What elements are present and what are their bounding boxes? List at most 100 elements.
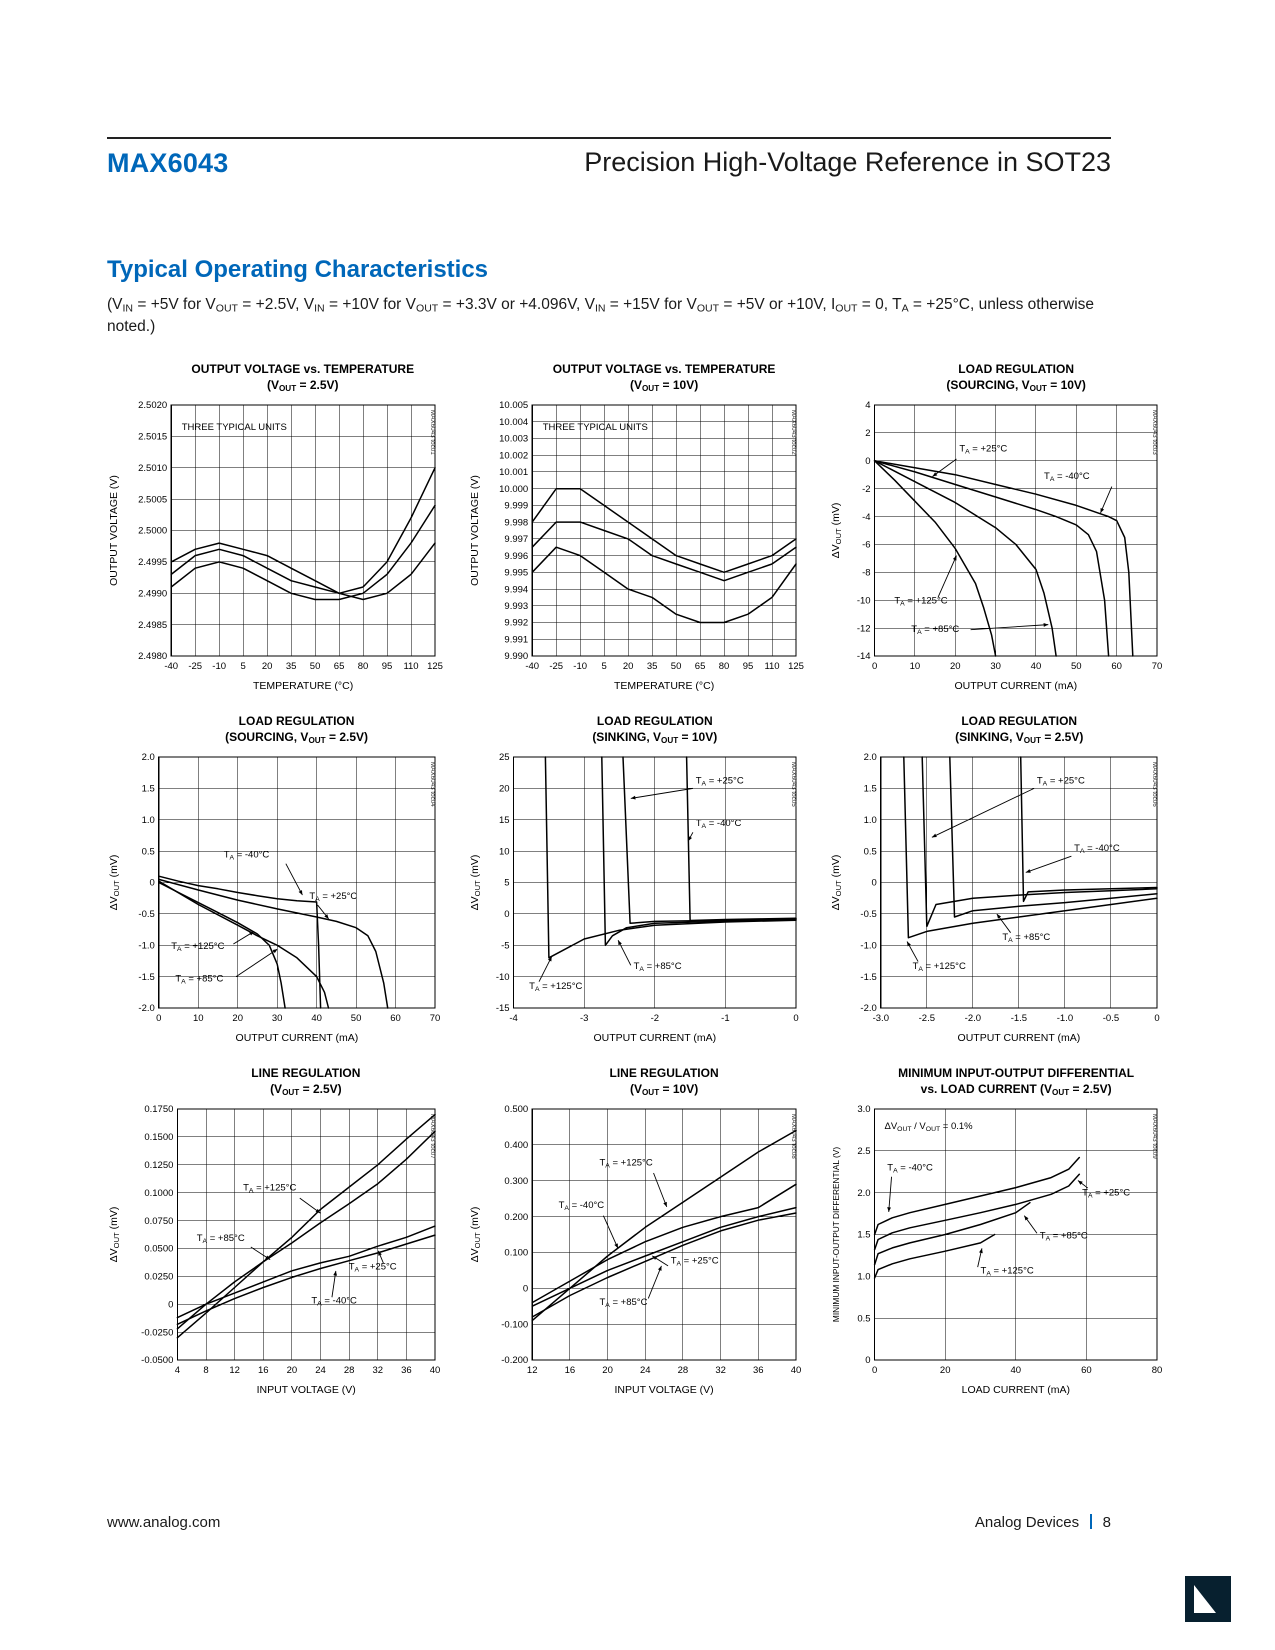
adi-logo xyxy=(1185,1576,1231,1622)
svg-text:0.300: 0.300 xyxy=(504,1176,528,1187)
svg-text:OUTPUT VOLTAGE (V): OUTPUT VOLTAGE (V) xyxy=(108,475,120,586)
svg-text:40: 40 xyxy=(311,1013,322,1024)
chart-plot: -40 -25 -10 5 20 35 50 65 80 95 110 125 9.990 9.991 9.… xyxy=(469,400,804,692)
svg-text:-2.0: -2.0 xyxy=(965,1013,981,1024)
annotation: TA = +85°C xyxy=(1003,932,1051,944)
svg-text:40: 40 xyxy=(791,1365,802,1376)
chart-toc02: OUTPUT VOLTAGE vs. TEMPERATURE (VOUT = 10… xyxy=(467,362,809,702)
annotation: TA = -40°C xyxy=(223,849,269,861)
svg-text:-14: -14 xyxy=(857,651,871,662)
svg-text:5: 5 xyxy=(240,661,245,672)
svg-text:125: 125 xyxy=(427,661,443,672)
chart-titles: LOAD REGULATION (SOURCING, VOUT = 2.5V) xyxy=(106,714,448,746)
chart-toc08: LINE REGULATION (VOUT = 10V) 12 16 20 24 28 32 3… xyxy=(467,1066,809,1406)
svg-text:ΔVOUT (mV): ΔVOUT (mV) xyxy=(830,855,843,911)
svg-text:20: 20 xyxy=(286,1365,297,1376)
annotation: TA = +25°C xyxy=(348,1262,396,1274)
svg-text:-10: -10 xyxy=(496,972,510,983)
svg-text:OUTPUT CURRENT (mA): OUTPUT CURRENT (mA) xyxy=(958,1032,1081,1044)
svg-text:0.0750: 0.0750 xyxy=(144,1216,173,1227)
svg-text:-8: -8 xyxy=(862,568,870,579)
series-+85C xyxy=(874,1201,1031,1266)
svg-text:10.001: 10.001 xyxy=(499,467,528,478)
svg-text:10.002: 10.002 xyxy=(499,450,528,461)
svg-text:-4: -4 xyxy=(509,1013,517,1024)
svg-text:OUTPUT CURRENT (mA): OUTPUT CURRENT (mA) xyxy=(593,1032,716,1044)
chart-subtitle: (SOURCING, VOUT = 10V) xyxy=(946,377,1086,393)
svg-text:12: 12 xyxy=(229,1365,240,1376)
svg-text:32: 32 xyxy=(372,1365,383,1376)
svg-text:36: 36 xyxy=(753,1365,764,1376)
svg-text:4: 4 xyxy=(866,400,871,411)
annotation: TA = -40°C xyxy=(696,818,742,830)
svg-text:0: 0 xyxy=(149,878,154,889)
svg-text:-5: -5 xyxy=(501,940,509,951)
series-+125C xyxy=(544,756,797,959)
svg-text:32: 32 xyxy=(715,1365,726,1376)
svg-text:-0.0250: -0.0250 xyxy=(141,1327,173,1338)
series-unit1 xyxy=(531,487,797,574)
svg-text:2.5010: 2.5010 xyxy=(138,463,167,474)
chart-subtitle: (SINKING, VOUT = 10V) xyxy=(592,729,718,745)
svg-text:-3: -3 xyxy=(580,1013,588,1024)
series-+85C xyxy=(874,460,1058,657)
svg-text:50: 50 xyxy=(1071,661,1082,672)
svg-text:0.1000: 0.1000 xyxy=(144,1188,173,1199)
chart-title: MINIMUM INPUT-OUTPUT DIFFERENTIAL xyxy=(898,1066,1135,1080)
svg-text:95: 95 xyxy=(381,661,392,672)
series--40C xyxy=(685,756,797,922)
svg-text:16: 16 xyxy=(565,1365,576,1376)
annotation: THREE TYPICAL UNITS xyxy=(181,422,286,433)
annotation: TA = +25°C xyxy=(309,891,357,903)
svg-text:10: 10 xyxy=(910,661,921,672)
svg-text:9.998: 9.998 xyxy=(504,517,528,528)
svg-text:20: 20 xyxy=(232,1013,243,1024)
svg-text:35: 35 xyxy=(647,661,658,672)
svg-text:9.997: 9.997 xyxy=(504,534,528,545)
svg-text:-2.5: -2.5 xyxy=(919,1013,935,1024)
annotation: TA = +85°C xyxy=(1040,1230,1088,1242)
series-+85C xyxy=(176,1130,436,1330)
svg-text:24: 24 xyxy=(640,1365,651,1376)
svg-text:20: 20 xyxy=(950,661,961,672)
footer-page-number: 8 xyxy=(1102,1514,1111,1531)
svg-text:1.5: 1.5 xyxy=(141,784,154,795)
section-title: Typical Operating Characteristics xyxy=(107,256,489,283)
chart-toc06: LOAD REGULATION (SINKING, VOUT = 2.5V) -3.… xyxy=(828,714,1170,1054)
svg-text:0: 0 xyxy=(872,878,877,889)
svg-text:-0.5: -0.5 xyxy=(138,909,154,920)
svg-text:10.000: 10.000 xyxy=(499,484,528,495)
svg-text:-1.0: -1.0 xyxy=(1057,1013,1073,1024)
series-unit3 xyxy=(531,546,797,624)
annotation: TA = +125°C xyxy=(913,961,966,973)
annotation: TA = -40°C xyxy=(311,1296,357,1308)
chart-plot: 12 16 20 24 28 32 36 40 -0.200 -0.100 0 0.100 0.200 0… xyxy=(469,1104,802,1396)
part-number: MAX6043 xyxy=(107,148,229,178)
svg-text:0.100: 0.100 xyxy=(504,1248,528,1259)
annotation: TA = +125°C xyxy=(599,1157,652,1169)
svg-text:MAX6043 toc02: MAX6043 toc02 xyxy=(790,410,797,455)
footer-divider xyxy=(1090,1514,1092,1529)
footer-url[interactable]: www.analog.com xyxy=(107,1514,221,1531)
svg-text:-0.0500: -0.0500 xyxy=(141,1355,173,1366)
annotation: TA = +125°C xyxy=(981,1265,1034,1277)
svg-text:1.0: 1.0 xyxy=(141,815,154,826)
svg-text:-10: -10 xyxy=(212,661,226,672)
svg-text:0.5: 0.5 xyxy=(141,846,154,857)
svg-text:9.991: 9.991 xyxy=(504,634,528,645)
svg-text:9.994: 9.994 xyxy=(504,584,528,595)
svg-text:1.0: 1.0 xyxy=(858,1272,871,1283)
svg-text:0: 0 xyxy=(523,1283,528,1294)
svg-text:0: 0 xyxy=(872,661,877,672)
chart-title: LOAD REGULATION xyxy=(961,714,1078,728)
svg-text:4: 4 xyxy=(174,1365,179,1376)
annotation: TA = +125°C xyxy=(171,941,224,953)
svg-text:35: 35 xyxy=(285,661,296,672)
series-+125C xyxy=(903,756,1159,939)
chart-plot: 0 20 40 60 80 0 0.5 1.0 1.5 2.0 2.5 3.0 MAX6043 toc0… xyxy=(831,1104,1162,1396)
chart-title: OUTPUT VOLTAGE vs. TEMPERATURE xyxy=(191,362,415,376)
svg-text:10.004: 10.004 xyxy=(499,417,528,428)
svg-text:24: 24 xyxy=(315,1365,326,1376)
svg-text:0: 0 xyxy=(872,1365,877,1376)
svg-text:INPUT VOLTAGE (V): INPUT VOLTAGE (V) xyxy=(256,1384,355,1396)
